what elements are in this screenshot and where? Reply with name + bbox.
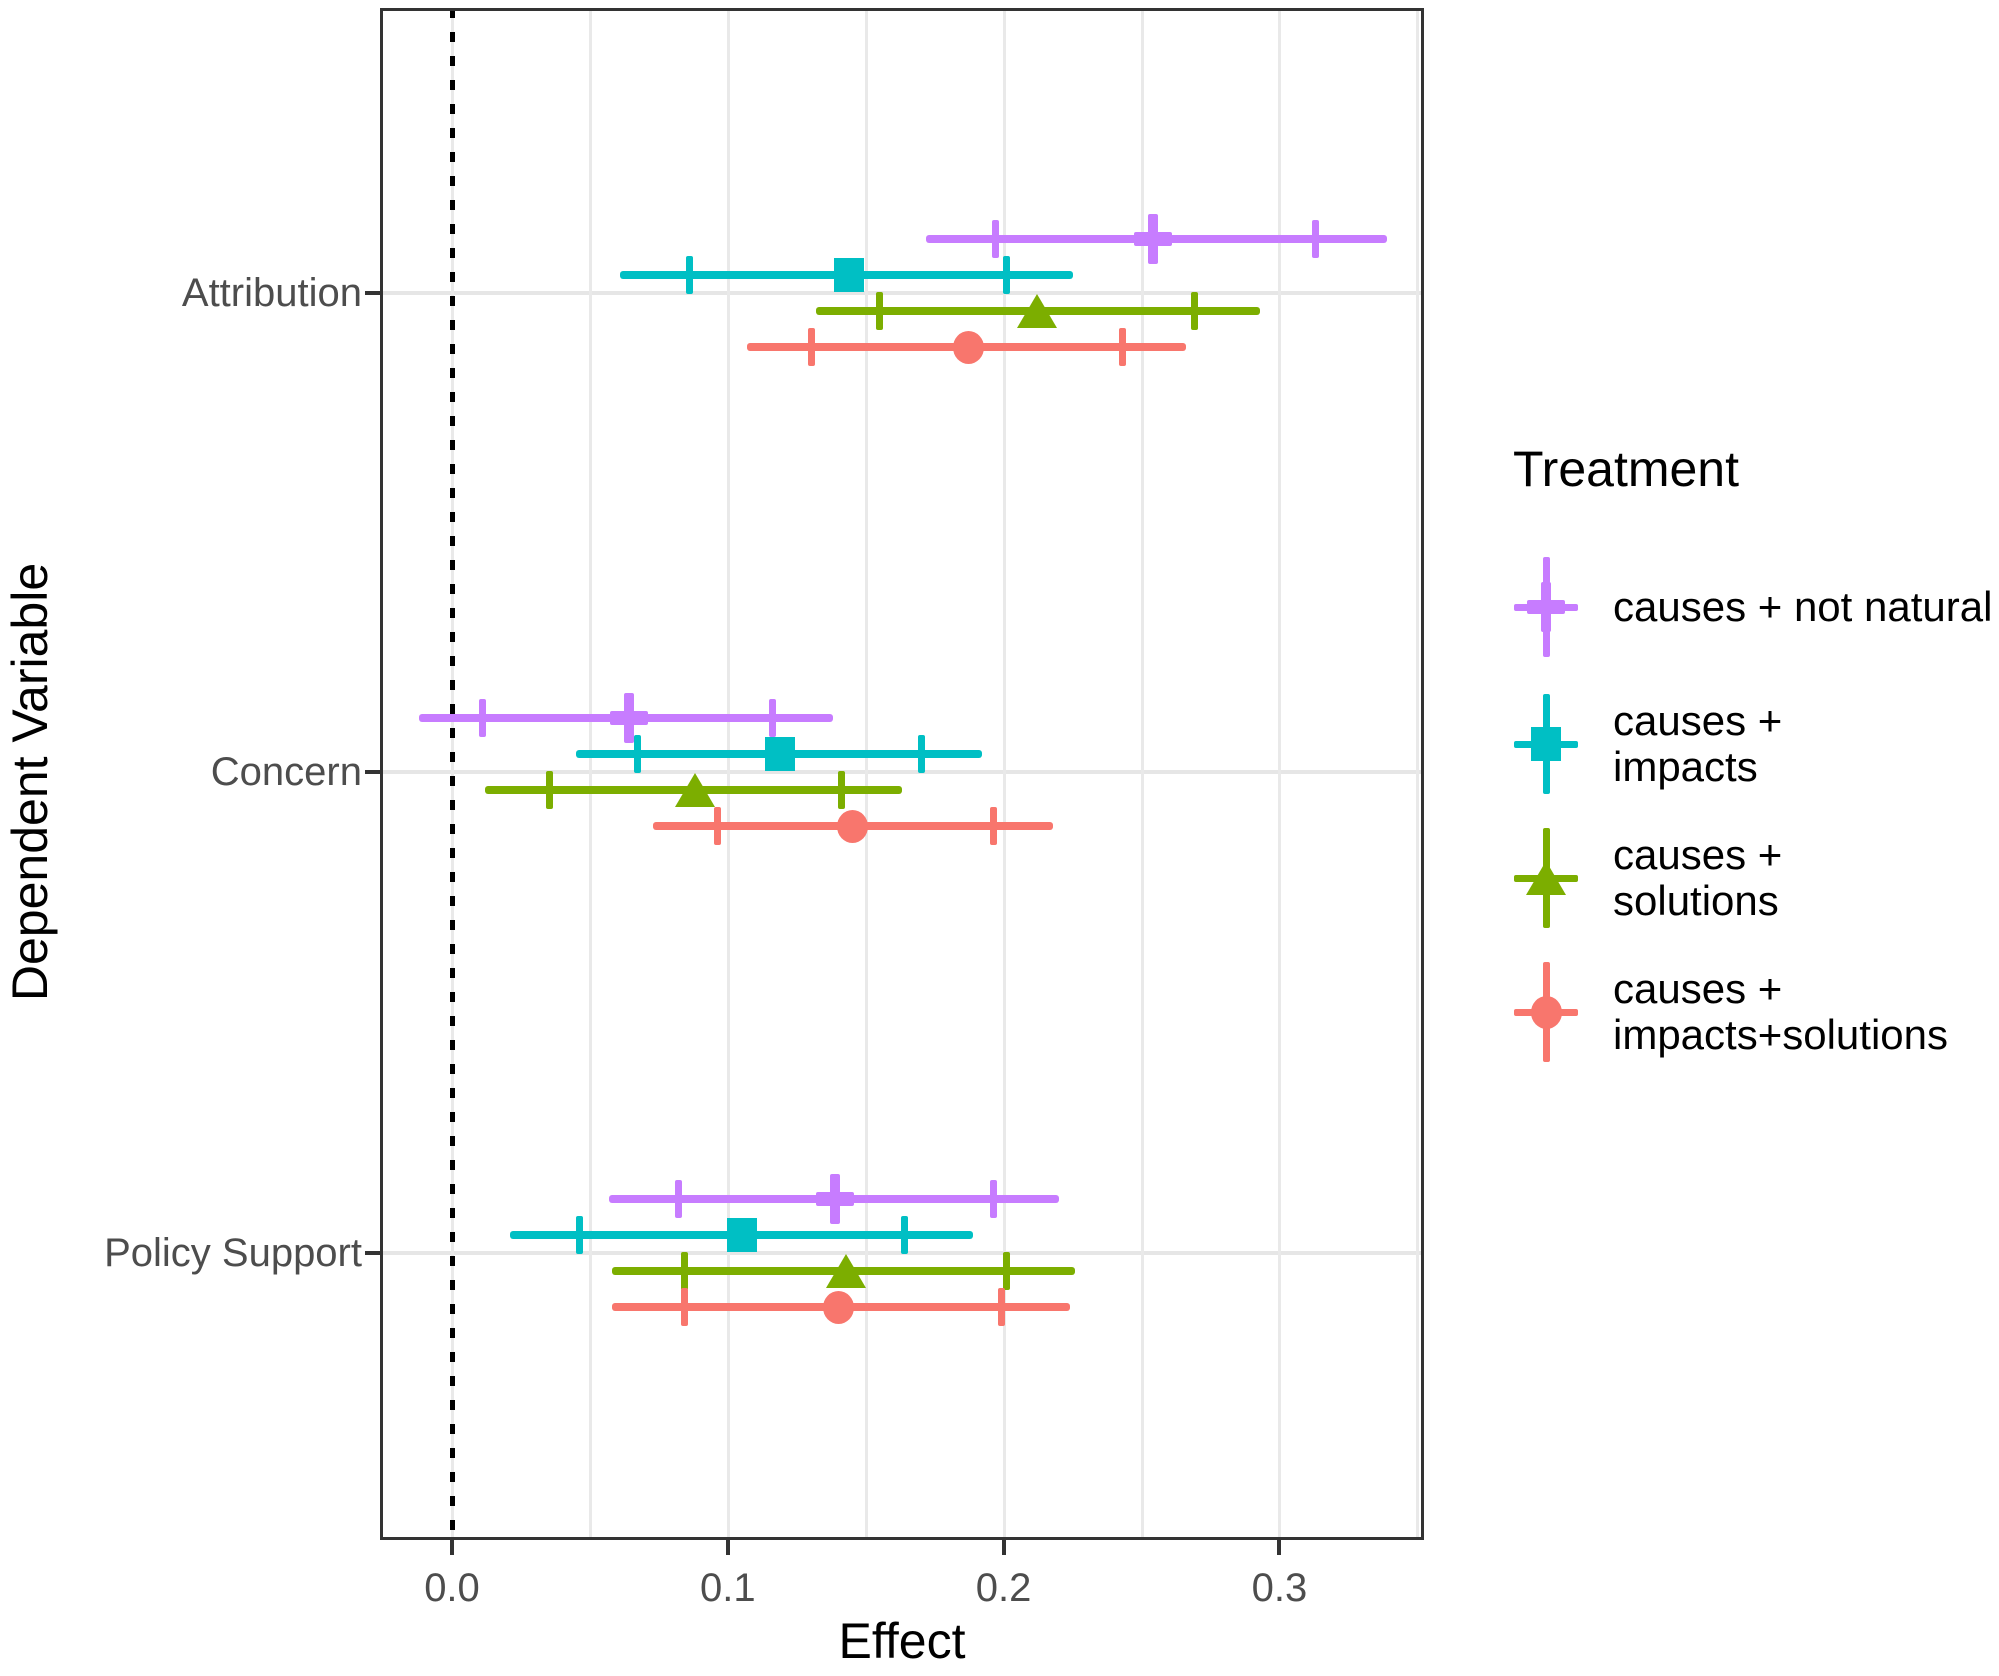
y-axis-title: Dependent Variable xyxy=(2,562,58,1002)
y-axis-tick xyxy=(365,291,380,295)
x-axis-tick xyxy=(1277,1540,1282,1555)
ci-inner-tick xyxy=(997,1288,1005,1326)
point-marker-plus xyxy=(1133,232,1172,246)
legend-label: causes + impacts+solutions xyxy=(1613,965,1948,1058)
ci-inner-tick xyxy=(1003,1252,1011,1290)
ci-inner-tick xyxy=(545,771,553,809)
category-label: Policy Support xyxy=(104,1231,362,1275)
point-marker-plus xyxy=(609,711,648,725)
ci-inner-tick xyxy=(837,771,845,809)
category-label: Attribution xyxy=(181,271,362,315)
ci-inner-tick xyxy=(807,328,815,366)
ci-inner-tick xyxy=(1003,256,1011,294)
category-gridline xyxy=(380,291,1424,295)
point-marker-circle xyxy=(836,810,868,843)
x-axis-tick xyxy=(725,1540,730,1555)
ci-inner-tick xyxy=(575,1216,583,1254)
ci-inner-tick xyxy=(992,220,1000,258)
ci-inner-tick xyxy=(1119,328,1127,366)
ci-inner-tick xyxy=(901,1216,909,1254)
zero-reference-line xyxy=(450,8,455,1540)
point-marker-square xyxy=(834,258,865,292)
x-axis-title: Effect xyxy=(838,1613,966,1669)
x-tick-label: 0.1 xyxy=(699,1566,756,1610)
y-axis-tick xyxy=(365,770,380,774)
ci-inner-tick xyxy=(713,807,721,845)
x-gridline xyxy=(1416,8,1420,1540)
legend-entry: causes + impacts+solutions xyxy=(1497,962,1997,1062)
x-gridline xyxy=(1140,8,1144,1540)
ci-inner-tick xyxy=(479,699,487,737)
point-marker-plus xyxy=(816,1192,855,1206)
legend-label: causes + impacts xyxy=(1613,697,1783,790)
ci-inner-tick xyxy=(917,735,925,773)
category-label: Concern xyxy=(210,750,362,794)
legend-entry: causes + impacts xyxy=(1497,694,1997,794)
category-gridline xyxy=(380,770,1424,774)
x-gridline xyxy=(726,8,730,1540)
x-tick-label: 0.0 xyxy=(424,1566,480,1610)
legend-label: causes + solutions xyxy=(1613,831,1783,924)
legend-marker-square xyxy=(1531,727,1561,761)
legend-entry: causes + not natural xyxy=(1497,557,1997,657)
ci-inner-tick xyxy=(989,807,997,845)
legend-title: Treatment xyxy=(1513,441,1740,497)
ci-inner-tick xyxy=(633,735,641,773)
ci-inner-tick xyxy=(768,699,776,737)
x-tick-label: 0.3 xyxy=(1251,1566,1308,1610)
ci-inner-tick xyxy=(989,1180,997,1218)
point-marker-triangle xyxy=(826,1254,867,1288)
legend-label: causes + not natural xyxy=(1613,583,1993,630)
ci-inner-tick xyxy=(1190,292,1198,330)
point-marker-circle xyxy=(823,1291,855,1324)
ci-inner-tick xyxy=(686,256,694,294)
x-gridline xyxy=(864,8,868,1540)
legend-marker-circle xyxy=(1531,996,1562,1029)
ci-inner-tick xyxy=(1312,220,1320,258)
ci-inner-tick xyxy=(680,1252,688,1290)
legend-marker-triangle xyxy=(1526,861,1566,895)
y-axis-tick xyxy=(365,1251,380,1255)
point-marker-square xyxy=(765,737,796,771)
point-marker-triangle xyxy=(674,773,715,807)
x-gridline xyxy=(588,8,592,1540)
x-tick-label: 0.2 xyxy=(975,1566,1032,1610)
x-gridline xyxy=(1002,8,1006,1540)
x-axis-tick xyxy=(1001,1540,1006,1555)
x-axis-tick xyxy=(450,1540,454,1555)
x-gridline xyxy=(1278,8,1282,1540)
point-marker-triangle xyxy=(1016,294,1057,328)
point-marker-circle xyxy=(952,331,984,364)
ci-inner-tick xyxy=(876,292,884,330)
ci-inner-tick xyxy=(675,1180,683,1218)
legend-marker-plus xyxy=(1527,600,1565,614)
ci-inner-tick xyxy=(680,1288,688,1326)
point-marker-square xyxy=(726,1218,757,1252)
legend-entry: causes + solutions xyxy=(1497,828,1997,928)
